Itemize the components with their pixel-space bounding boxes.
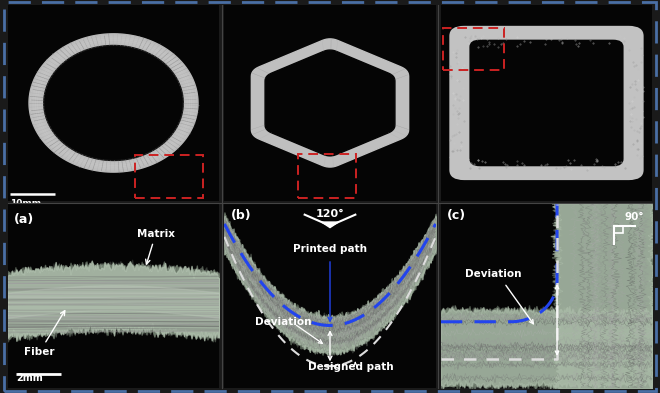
Text: Deviation: Deviation xyxy=(255,318,312,327)
Text: 10mm: 10mm xyxy=(10,199,41,208)
Polygon shape xyxy=(251,39,409,167)
Text: (c): (c) xyxy=(447,209,467,222)
Text: Designed path: Designed path xyxy=(308,362,394,372)
Bar xyxy=(135,155,203,198)
Text: 120°: 120° xyxy=(315,209,345,219)
Bar xyxy=(443,28,504,70)
Polygon shape xyxy=(265,50,395,156)
Polygon shape xyxy=(44,46,183,160)
Text: Fiber: Fiber xyxy=(24,311,65,357)
FancyBboxPatch shape xyxy=(449,26,644,180)
Text: 90°: 90° xyxy=(624,212,644,222)
FancyBboxPatch shape xyxy=(469,40,624,166)
Polygon shape xyxy=(29,34,198,172)
Text: (b): (b) xyxy=(231,209,251,222)
Polygon shape xyxy=(321,222,339,228)
Text: Matrix: Matrix xyxy=(137,229,175,264)
Text: 2mm: 2mm xyxy=(16,373,43,383)
Text: Deviation: Deviation xyxy=(465,270,522,279)
Text: Printed path: Printed path xyxy=(293,244,367,253)
Bar xyxy=(298,154,356,198)
Bar xyxy=(614,226,622,233)
Text: (a): (a) xyxy=(15,213,34,226)
